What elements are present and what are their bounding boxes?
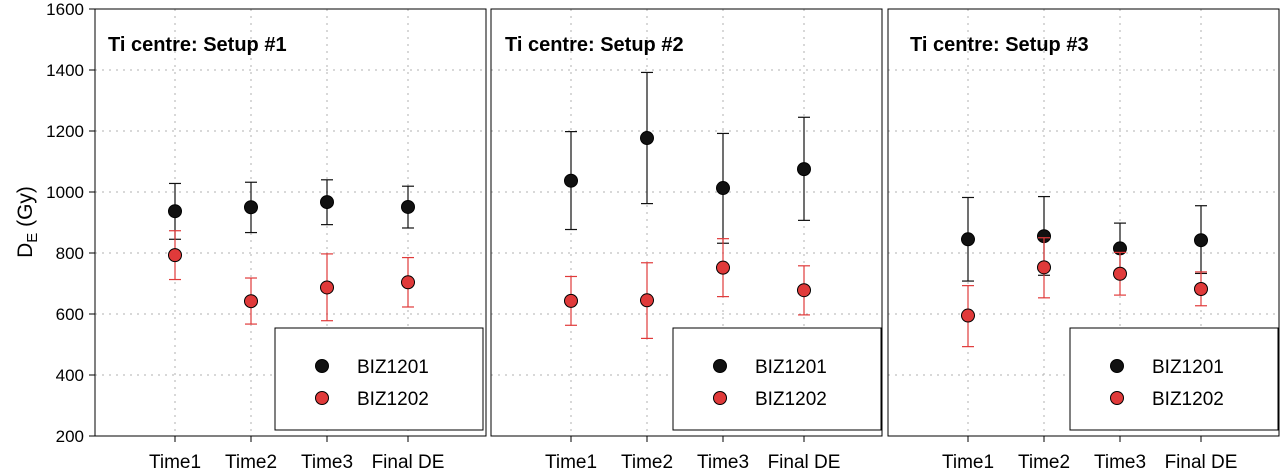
series-BIZ1202 <box>564 238 811 339</box>
data-point <box>961 232 975 247</box>
x-tick-label: Time2 <box>1018 452 1070 473</box>
data-point <box>244 294 258 309</box>
series-BIZ1202 <box>168 230 415 325</box>
data-point <box>564 173 578 188</box>
data-point <box>244 200 258 215</box>
legend-marker <box>1110 359 1124 373</box>
x-tick-label: Time1 <box>545 452 597 473</box>
legend-label: BIZ1202 <box>357 389 429 410</box>
panel-title: Ti centre: Setup #2 <box>505 34 684 56</box>
data-point <box>1194 233 1208 248</box>
legend: BIZ1201 BIZ1202 <box>672 327 882 431</box>
legend: BIZ1201 BIZ1202 <box>1069 327 1279 431</box>
y-tick-label: 200 <box>56 427 84 446</box>
data-point <box>320 280 334 295</box>
y-tick-label: 1400 <box>46 61 84 80</box>
panel-title: Ti centre: Setup #3 <box>910 34 1089 56</box>
legend-box <box>672 327 882 431</box>
data-point <box>401 199 415 214</box>
data-point <box>797 162 811 177</box>
x-tick-label: Time3 <box>1094 452 1146 473</box>
y-axis-title-unit: (Gy) <box>14 186 37 233</box>
data-point <box>640 293 654 308</box>
panel-frame <box>887 8 1280 437</box>
y-axis-title-sub: E <box>24 233 41 243</box>
y-tick-label: 800 <box>56 244 84 263</box>
y-axis-title: DE (Gy) <box>14 186 41 258</box>
panel-1: Time1 Time2 Time3 Final DE Ti centre: Setup … <box>94 8 487 473</box>
data-point <box>640 131 654 146</box>
x-tick-label: Final DE <box>372 452 445 473</box>
panel-3: Time1 Time2 Time3 Final DE Ti centre: Setup … <box>887 8 1280 473</box>
legend-marker <box>713 359 727 373</box>
data-point <box>716 260 730 275</box>
legend-marker <box>315 359 329 373</box>
data-point <box>716 181 730 196</box>
panel-title: Ti centre: Setup #1 <box>108 34 287 56</box>
panel-2: Time1 Time2 Time3 Final DE Ti centre: Setup … <box>490 8 883 473</box>
x-tick-label: Final DE <box>1165 452 1238 473</box>
data-point <box>320 195 334 210</box>
y-tick-label: 400 <box>56 366 84 385</box>
legend-marker <box>1110 391 1124 405</box>
legend: BIZ1201 BIZ1202 <box>274 327 484 431</box>
data-point <box>168 248 182 263</box>
x-tick-label: Time2 <box>621 452 673 473</box>
y-tick-label: 1200 <box>46 122 84 141</box>
data-point <box>564 293 578 308</box>
x-tick-label: Time1 <box>149 452 201 473</box>
panel-frame <box>94 8 487 437</box>
y-axis: 200 400 600 800 1000 1200 1400 1600 <box>46 0 95 446</box>
x-tick-label: Time3 <box>301 452 353 473</box>
data-point <box>1113 266 1127 281</box>
y-tick-label: 1600 <box>46 0 84 19</box>
legend-box <box>1069 327 1279 431</box>
x-tick-label: Time1 <box>942 452 994 473</box>
legend-label: BIZ1202 <box>755 389 827 410</box>
data-point <box>168 204 182 219</box>
x-tick-label: Final DE <box>768 452 841 473</box>
panels: Time1 Time2 Time3 Final DE Ti centre: Setup … <box>94 8 1280 473</box>
legend-marker <box>315 391 329 405</box>
data-point <box>401 275 415 290</box>
legend-label: BIZ1202 <box>1152 389 1224 410</box>
legend-box <box>274 327 484 431</box>
panel-frame <box>490 8 883 437</box>
legend-label: BIZ1201 <box>1152 357 1224 378</box>
data-point <box>797 283 811 298</box>
data-point <box>1037 260 1051 275</box>
y-axis-title-main: D <box>14 243 37 258</box>
legend-label: BIZ1201 <box>755 357 827 378</box>
x-tick-label: Time2 <box>225 452 277 473</box>
x-tick-label: Time3 <box>697 452 749 473</box>
y-axis-label: DE (Gy) <box>14 186 41 258</box>
series-BIZ1201 <box>564 71 811 244</box>
series-BIZ1201 <box>961 195 1208 282</box>
series-BIZ1202 <box>961 237 1208 348</box>
data-point <box>1194 281 1208 296</box>
y-tick-label: 600 <box>56 305 84 324</box>
legend-marker <box>713 391 727 405</box>
data-point <box>961 308 975 323</box>
y-tick-label: 1000 <box>46 183 84 202</box>
series-BIZ1201 <box>168 179 415 240</box>
legend-label: BIZ1201 <box>357 357 429 378</box>
